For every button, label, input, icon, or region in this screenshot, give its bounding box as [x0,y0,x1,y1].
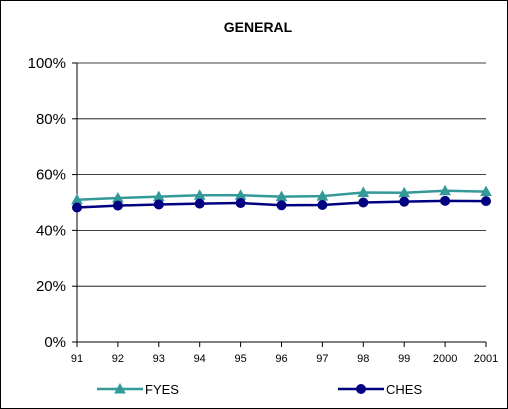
x-tick-label: 99 [398,353,410,365]
data-point [439,184,451,196]
x-tick-label: 97 [316,353,328,365]
data-point [357,186,370,197]
x-tick-label: 91 [71,353,83,365]
data-point [358,197,369,208]
x-tick-label: 96 [275,353,287,365]
x-tick-label: 95 [234,353,246,365]
y-tick-label: 100% [28,55,66,72]
x-tick-label: 2000 [433,353,457,365]
data-point [480,185,492,197]
legend-label: CHES [386,382,422,397]
y-tick-label: 20% [36,278,66,295]
series [71,184,492,213]
y-tick-label: 0% [44,334,66,351]
x-tick-label: 93 [153,353,165,365]
legend-item-ches: CHES [338,382,422,397]
legend-item-fyes: FYES [97,382,179,397]
y-tick-label: 40% [36,222,66,239]
legend-label: FYES [145,382,179,397]
x-tick-label: 92 [112,353,124,365]
gridlines [77,62,486,287]
x-tick-label: 2001 [474,353,498,365]
data-point [481,196,491,207]
legend: FYES CHES [97,382,422,397]
data-point [317,200,328,211]
x-tick-label: 94 [194,353,206,365]
axes: 0% 20% 40% 60% 80% 100% 91 92 93 94 95 96 97 98 99 2000… [28,55,499,365]
data-point [276,200,287,211]
data-point [72,202,82,213]
data-point [153,199,164,210]
data-point [399,196,410,207]
legend-swatch-marker [356,384,366,394]
legend-swatch-marker [114,382,126,394]
y-tick-label: 80% [36,111,66,128]
chart-title: GENERAL [224,19,293,35]
data-point [440,195,451,206]
y-tick-label: 60% [36,167,66,184]
x-tick-label: 98 [357,353,369,365]
data-point [112,200,123,211]
data-point [194,198,205,209]
series-ches [72,195,491,213]
data-point [235,198,246,209]
